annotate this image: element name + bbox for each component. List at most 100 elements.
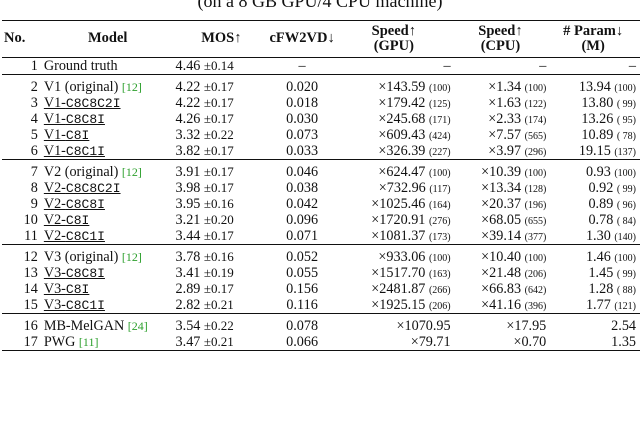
param-cell: 13.94 (100) bbox=[550, 79, 640, 95]
speed-gpu-value: ×624.47 bbox=[378, 163, 426, 180]
mos-cell: 2.82 ±0.21 bbox=[172, 297, 268, 314]
model-name: V3- bbox=[43, 296, 66, 313]
mos-value: 4.22 bbox=[175, 78, 201, 95]
speed-gpu-cell: ×609.43 (424) bbox=[337, 127, 455, 143]
speed-cpu-cell: ×3.97 (296) bbox=[455, 143, 551, 160]
model-name-cell: V1-C8C1I bbox=[44, 143, 172, 160]
mos-value: 3.21 bbox=[175, 211, 201, 228]
speed-cpu-cell: ×1.34 (100) bbox=[455, 79, 551, 95]
speed-cpu-cell: ×41.16 (396) bbox=[455, 297, 551, 314]
param-value: 0.93 bbox=[585, 163, 611, 180]
mos-value: 3.98 bbox=[175, 179, 201, 196]
speed-cpu-value: ×10.40 bbox=[481, 248, 522, 265]
speed-gpu-value: ×732.96 bbox=[378, 179, 426, 196]
model-name: PWG bbox=[43, 333, 76, 350]
param-cell: 1.28 ( 88) bbox=[550, 281, 640, 297]
param-cell: 13.80 ( 99) bbox=[550, 95, 640, 111]
speed-gpu-cell: ×1517.70 (163) bbox=[337, 265, 455, 281]
speed-gpu-value: ×245.68 bbox=[378, 110, 426, 127]
model-name-cell: V3-C8C8I bbox=[44, 265, 172, 281]
model-name-cell: V3-C8I bbox=[44, 281, 172, 297]
speed-cpu-relative: (377) bbox=[524, 231, 547, 243]
mos-cell: 3.95 ±0.16 bbox=[172, 196, 268, 212]
speed-cpu-relative: (128) bbox=[524, 183, 547, 195]
header-speed-gpu-sub: (GPU) bbox=[373, 38, 414, 54]
speed-gpu-value: ×933.06 bbox=[378, 248, 426, 265]
table-row: 9 V2-C8C8I 3.95 ±0.16 0.042 ×1025.46 (164) ×2… bbox=[2, 196, 640, 212]
speed-cpu-value: ×13.34 bbox=[481, 179, 522, 196]
param-value: 13.26 bbox=[581, 110, 614, 127]
speed-cpu-relative: (396) bbox=[524, 300, 547, 312]
model-name: V3 (original) bbox=[43, 248, 119, 265]
table-row: 1 Ground truth 4.46 ±0.14 – – – – bbox=[2, 57, 640, 75]
param-cell: 1.30 (140) bbox=[550, 228, 640, 245]
speed-cpu-relative: (565) bbox=[524, 130, 547, 142]
table-caption-fragment: (on a 8 GB GPU/4 CPU machine) bbox=[197, 0, 443, 11]
param-cell: 1.46 (100) bbox=[550, 249, 640, 265]
speed-gpu-cell: ×1720.91 (276) bbox=[337, 212, 455, 228]
speed-gpu-cell: ×179.42 (125) bbox=[337, 95, 455, 111]
speed-cpu-relative: (296) bbox=[524, 146, 547, 158]
param-cell: 0.92 ( 99) bbox=[550, 180, 640, 196]
mos-value: 4.46 bbox=[175, 57, 201, 74]
mos-cell: 3.41 ±0.19 bbox=[172, 265, 268, 281]
header-mos: MOS↑ bbox=[201, 30, 242, 47]
speed-gpu-relative: (117) bbox=[429, 183, 451, 195]
citation-link: [11] bbox=[78, 334, 99, 349]
model-name: V1- bbox=[43, 94, 66, 111]
results-table: No. Model MOS↑ cFW2VD↓ Speed↑ (GPU) Spee… bbox=[2, 20, 640, 351]
model-suffix: C8I bbox=[65, 212, 90, 228]
speed-cpu-value: ×1.34 bbox=[488, 78, 522, 95]
model-name-cell: PWG [11] bbox=[44, 334, 172, 351]
speed-gpu-value: ×1070.95 bbox=[396, 317, 451, 334]
cfw2vd-value: 0.116 bbox=[286, 296, 318, 313]
citation-link: [12] bbox=[121, 79, 142, 94]
model-name: V3- bbox=[43, 280, 66, 297]
model-name: V2- bbox=[43, 195, 66, 212]
speed-cpu-cell: ×68.05 (655) bbox=[455, 212, 551, 228]
param-relative: ( 95) bbox=[616, 114, 636, 126]
speed-cpu-relative: (100) bbox=[524, 167, 547, 179]
table-row: 5 V1-C8I 3.32 ±0.22 0.073 ×609.43 (424) ×7.57… bbox=[2, 127, 640, 143]
cfw2vd-value: 0.066 bbox=[286, 333, 319, 350]
row-number: 3 bbox=[30, 94, 38, 111]
table-row: 6 V1-C8C1I 3.82 ±0.17 0.033 ×326.39 (227) ×3.… bbox=[2, 143, 640, 160]
header-speed-gpu: Speed↑ (GPU) bbox=[337, 21, 455, 58]
header-row: No. Model MOS↑ cFW2VD↓ Speed↑ (GPU) Spee… bbox=[2, 20, 640, 58]
mos-confidence: ±0.20 bbox=[203, 211, 234, 227]
table-row: 12 V3 (original) [12] 3.78 ±0.16 0.052 ×933.… bbox=[2, 249, 640, 265]
speed-cpu-value: ×1.63 bbox=[488, 94, 522, 111]
speed-gpu-relative: (424) bbox=[428, 130, 451, 142]
speed-gpu-cell: ×1081.37 (173) bbox=[337, 228, 455, 245]
param-value: 2.54 bbox=[611, 317, 636, 334]
table-row: 2 V1 (original) [12] 4.22 ±0.17 0.020 ×143.5… bbox=[2, 79, 640, 95]
cfw2vd-value: 0.096 bbox=[286, 211, 319, 228]
table-row: 15 V3-C8C1I 2.82 ±0.21 0.116 ×1925.15 (206) ×… bbox=[2, 297, 640, 314]
row-number: 9 bbox=[30, 195, 38, 212]
speed-gpu-relative: (100) bbox=[428, 82, 451, 94]
mos-confidence: ±0.16 bbox=[203, 248, 234, 264]
mos-cell: 4.46 ±0.14 bbox=[172, 58, 268, 75]
model-name-cell: V3-C8C1I bbox=[44, 297, 172, 314]
param-value: 1.46 bbox=[585, 248, 611, 265]
row-number: 14 bbox=[23, 280, 38, 297]
row-number: 10 bbox=[23, 211, 38, 228]
speed-gpu-value: ×609.43 bbox=[378, 126, 426, 143]
speed-cpu-cell: ×39.14 (377) bbox=[455, 228, 551, 245]
param-value: 0.92 bbox=[588, 179, 614, 196]
cfw2vd-value: 0.018 bbox=[286, 94, 319, 111]
param-value: 1.35 bbox=[611, 333, 636, 350]
speed-cpu-value: ×0.70 bbox=[513, 333, 547, 350]
mos-value: 3.78 bbox=[175, 248, 201, 265]
speed-gpu-value: ×1081.37 bbox=[371, 227, 426, 244]
row-number: 4 bbox=[30, 110, 38, 127]
model-name: V1- bbox=[43, 110, 66, 127]
speed-gpu-relative: (266) bbox=[428, 284, 451, 296]
mos-cell: 3.47 ±0.21 bbox=[172, 334, 268, 351]
model-name: V1- bbox=[43, 142, 66, 159]
speed-cpu-cell: ×10.39 (100) bbox=[455, 164, 551, 180]
header-cfw2vd: cFW2VD↓ bbox=[269, 30, 335, 47]
model-name-cell: Ground truth bbox=[44, 58, 172, 75]
model-name: V1- bbox=[43, 126, 66, 143]
row-number: 12 bbox=[23, 248, 38, 265]
